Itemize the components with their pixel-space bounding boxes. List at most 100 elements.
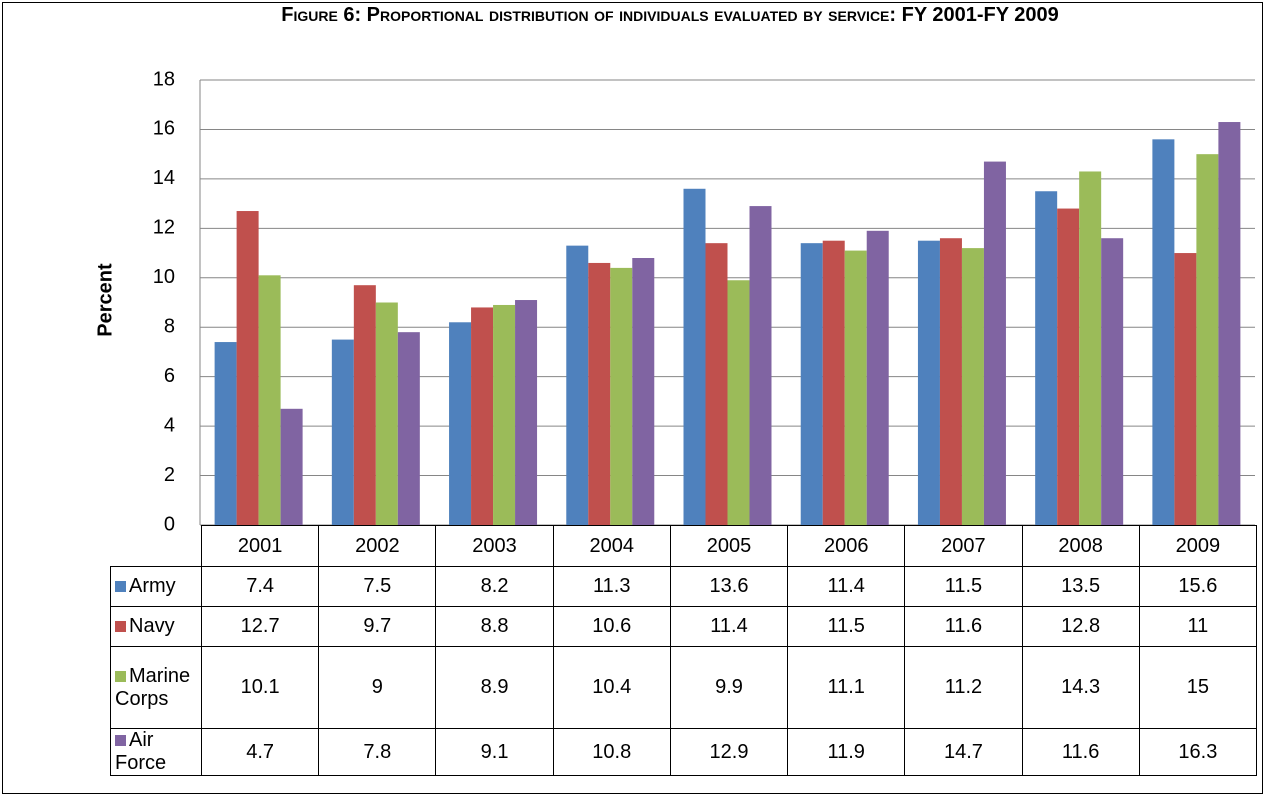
legend-key	[115, 621, 126, 632]
table-cell: 13.6	[669, 566, 789, 607]
bar	[280, 408, 303, 525]
legend-entry: Navy	[110, 606, 202, 647]
table-cell: 11.3	[552, 566, 671, 607]
bar	[844, 250, 867, 526]
table-cell: 15.6	[1138, 566, 1257, 607]
bar	[1079, 171, 1102, 525]
bar	[939, 238, 962, 525]
legend-key	[115, 735, 126, 746]
table-cell: 9.7	[318, 606, 437, 647]
bar	[632, 258, 655, 525]
table-cell: 12.7	[200, 606, 320, 647]
bar	[727, 280, 750, 525]
data-table: 2001 2002 2003 2004 2005 2006 2007 2008 2009 Army…	[110, 525, 1257, 776]
table-cell: 11.4	[787, 566, 906, 607]
bar	[822, 240, 845, 525]
bar	[1035, 191, 1058, 525]
table-cell: 13.5	[1021, 566, 1140, 607]
bar	[983, 161, 1006, 526]
bar	[917, 240, 940, 525]
legend-entry: Marine Corps	[110, 646, 202, 729]
table-header-row: 2001 2002 2003 2004 2005 2006 2007 2008 2009	[111, 525, 1257, 567]
bar	[566, 245, 589, 525]
bar	[1174, 253, 1197, 526]
bar	[800, 243, 823, 525]
category-label: 2007	[904, 525, 1023, 567]
bar	[1057, 208, 1080, 526]
bar	[471, 307, 494, 525]
bar	[1101, 238, 1124, 525]
table-cell: 8.8	[435, 606, 554, 647]
table-cell: 9	[318, 646, 437, 729]
legend-label: Marine Corps	[115, 664, 191, 710]
y-tick-label: 16	[153, 118, 175, 140]
bar	[610, 267, 633, 525]
bar	[397, 332, 420, 525]
y-tick-label: 8	[164, 316, 175, 338]
table-cell: 11.6	[904, 606, 1023, 647]
bar	[588, 262, 611, 525]
category-label: 2005	[669, 525, 789, 567]
y-tick-label: 18	[153, 68, 175, 90]
category-label: 2002	[318, 525, 437, 567]
category-label: 2001	[200, 525, 320, 567]
table-row: Marine Corps 10.1 9 8.9 10.4 9.9 11.1 11.2 14.3 1…	[110, 646, 1257, 729]
table-cell: 12.8	[1021, 606, 1140, 647]
table-cell: 10.4	[552, 646, 671, 729]
category-label: 2006	[787, 525, 906, 567]
table-cell: 16.3	[1138, 728, 1257, 776]
category-label: 2003	[435, 525, 554, 567]
table-cell: 11.6	[1021, 728, 1140, 776]
category-label: 2008	[1021, 525, 1140, 567]
bar	[961, 248, 984, 525]
table-cell: 11.5	[904, 566, 1023, 607]
table-cell: 4.7	[200, 728, 320, 776]
table-row: Air Force 4.7 7.8 9.1 10.8 12.9 11.9 14.7 11.6 16…	[110, 728, 1257, 776]
table-cell: 11.1	[787, 646, 906, 729]
legend-label: Air Force	[115, 729, 167, 774]
table-cell: 11	[1138, 606, 1257, 647]
y-tick-label: 10	[153, 266, 175, 288]
table-cell: 9.1	[435, 728, 554, 776]
y-tick-label: 2	[164, 464, 175, 486]
table-cell: 10.1	[200, 646, 320, 729]
bar	[1218, 122, 1241, 526]
bar	[515, 300, 538, 525]
table-cell: 15	[1138, 646, 1257, 729]
bar	[1196, 154, 1219, 525]
bar	[449, 322, 472, 525]
legend-label: Navy	[129, 615, 175, 637]
table-cell: 8.9	[435, 646, 554, 729]
table-cell: 7.5	[318, 566, 437, 607]
table-cell: 7.8	[318, 728, 437, 776]
table-cell: 11.4	[669, 606, 789, 647]
bar	[749, 206, 772, 526]
legend-entry: Army	[110, 566, 202, 607]
category-label: 2004	[552, 525, 671, 567]
y-tick-label: 14	[153, 167, 175, 189]
table-cell: 11.2	[904, 646, 1023, 729]
bar	[683, 188, 706, 525]
table-cell: 10.8	[552, 728, 671, 776]
legend-label: Army	[129, 575, 176, 597]
table-cell: 14.7	[904, 728, 1023, 776]
chart-title: Figure 6: Proportional distribution of i…	[281, 4, 1059, 26]
bar	[705, 243, 728, 525]
legend-key	[115, 581, 126, 592]
table-row: Army 7.4 7.5 8.2 11.3 13.6 11.4 11.5 13.5 15.6	[110, 566, 1257, 607]
bar	[258, 275, 281, 525]
table-cell: 9.9	[669, 646, 789, 729]
y-tick-label: 4	[164, 414, 175, 436]
table-corner	[111, 526, 202, 567]
bar	[1152, 139, 1175, 526]
table-cell: 8.2	[435, 566, 554, 607]
table-cell: 12.9	[669, 728, 789, 776]
table-cell: 11.9	[787, 728, 906, 776]
y-axis-label: Percent	[94, 263, 116, 337]
y-tick-label: 0	[164, 513, 175, 535]
category-label: 2009	[1138, 525, 1257, 567]
y-tick-label: 6	[164, 365, 175, 387]
